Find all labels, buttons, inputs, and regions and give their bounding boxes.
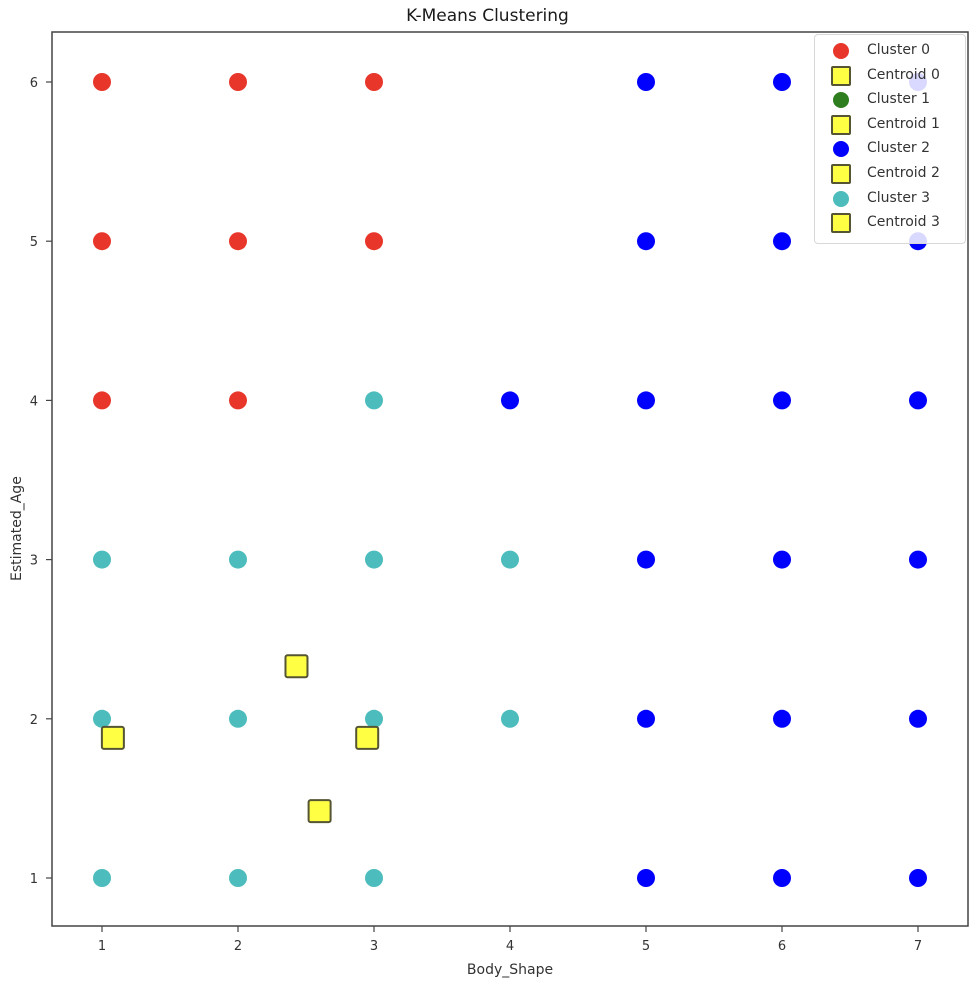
data-point	[365, 709, 383, 728]
data-point	[637, 869, 655, 887]
data-point	[501, 709, 519, 728]
x-tick-label: 3	[370, 939, 378, 954]
y-tick-label: 6	[30, 76, 38, 91]
legend-item: Cluster 2	[815, 137, 965, 161]
data-point	[773, 391, 791, 410]
data-point	[365, 73, 383, 91]
legend-item: Centroid 1	[815, 113, 965, 137]
data-point	[637, 709, 655, 728]
legend-label: Centroid 3	[867, 214, 940, 231]
data-point	[909, 550, 927, 569]
data-point	[773, 73, 791, 91]
circle-marker-icon	[833, 190, 849, 207]
data-point	[229, 550, 247, 569]
centroid-marker	[307, 799, 332, 824]
x-tick-label: 7	[914, 939, 922, 954]
y-tick-label: 4	[30, 394, 38, 409]
data-point	[501, 550, 519, 569]
data-point	[93, 709, 111, 728]
circle-marker-icon	[833, 141, 849, 158]
legend-label: Centroid 0	[867, 66, 940, 83]
data-point	[637, 73, 655, 91]
data-point	[229, 709, 247, 728]
centroid-marker	[355, 725, 380, 750]
legend-label: Centroid 2	[867, 165, 940, 181]
centroid-marker	[100, 725, 125, 750]
y-axis-label: Estimated_Age	[9, 476, 25, 581]
legend-item: Cluster 0	[815, 39, 965, 63]
data-point	[93, 232, 111, 251]
data-point	[229, 391, 247, 410]
data-point	[93, 73, 111, 91]
data-point	[773, 232, 791, 251]
legend-item: Cluster 1	[815, 88, 965, 112]
legend-label: Cluster 0	[867, 42, 931, 58]
legend-label: Cluster 3	[867, 189, 931, 206]
legend-item: Centroid 3	[815, 211, 965, 235]
data-point	[773, 709, 791, 728]
data-point	[637, 550, 655, 569]
square-marker-icon	[831, 164, 851, 184]
legend-label: Cluster 1	[867, 91, 931, 108]
legend-label: Centroid 1	[867, 115, 940, 132]
data-point	[229, 869, 247, 887]
data-point	[909, 709, 927, 728]
chart-legend: Cluster 0 Centroid 0 Cluster 1 Centroid 1 Cl…	[814, 34, 966, 244]
centroid-marker	[284, 654, 309, 679]
data-point	[93, 550, 111, 569]
data-point	[501, 391, 519, 410]
centroid-markers	[100, 654, 380, 824]
legend-item: Centroid 2	[815, 162, 965, 186]
data-point	[773, 869, 791, 887]
data-point	[93, 869, 111, 887]
square-marker-icon	[831, 65, 851, 86]
legend-item: Cluster 3	[815, 187, 965, 211]
data-point	[93, 391, 111, 410]
data-point	[909, 391, 927, 410]
circle-marker-icon	[833, 43, 849, 59]
square-marker-icon	[831, 114, 851, 135]
y-tick-label: 1	[30, 872, 38, 887]
x-tick-label: 5	[642, 939, 650, 954]
y-tick-label: 2	[30, 713, 38, 728]
circle-marker-icon	[833, 92, 849, 109]
data-point	[229, 73, 247, 91]
axis-ticks: 1 2 3 4 5 6 7 1 2 3 4 5 6	[30, 76, 922, 954]
x-axis-label: Body_Shape	[466, 962, 554, 978]
x-tick-label: 1	[98, 939, 106, 954]
data-point	[909, 869, 927, 887]
x-tick-label: 6	[778, 939, 786, 954]
legend-label: Cluster 2	[867, 140, 931, 157]
y-tick-label: 5	[30, 235, 38, 250]
data-point	[365, 232, 383, 251]
data-point	[365, 550, 383, 569]
data-points	[93, 73, 927, 887]
data-point	[637, 232, 655, 251]
y-tick-label: 3	[30, 554, 38, 569]
x-tick-label: 4	[506, 939, 514, 954]
data-point	[773, 550, 791, 569]
data-point	[637, 391, 655, 410]
x-tick-label: 2	[234, 939, 242, 954]
square-marker-icon	[831, 213, 851, 234]
data-point	[365, 869, 383, 887]
data-point	[229, 232, 247, 251]
legend-item: Centroid 0	[815, 64, 965, 88]
data-point	[365, 391, 383, 410]
chart-title: K-Means Clustering	[406, 6, 569, 26]
